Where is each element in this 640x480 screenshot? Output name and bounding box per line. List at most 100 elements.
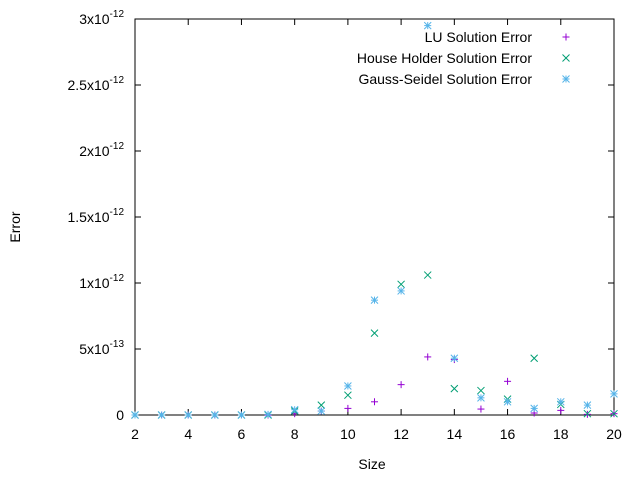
y-tick-base: 5x10 [79,341,110,357]
data-point-star [477,393,485,402]
data-point-plus [397,381,405,389]
data-point-plus [504,377,512,385]
marker-stroke [397,280,405,289]
marker-stroke [583,409,592,418]
data-point-cross [477,386,485,395]
data-point-cross [610,409,618,418]
y-tick-exponent: -12 [110,9,125,20]
legend-marker-star [562,75,570,83]
data-point-plus [344,404,352,412]
data-point-cross [583,409,592,418]
data-point-cross [317,401,326,409]
y-tick-base: 1x10 [79,275,110,291]
x-tick-labels: 2 4 6 8 10 12 14 16 18 20 [131,426,622,442]
marker-stroke [562,75,570,83]
data-point-plus [424,353,432,361]
x-tick-label: 6 [238,426,246,442]
legend-label: LU Solution Error [425,29,533,45]
data-point-star [264,410,272,419]
data-point-star [157,411,166,419]
data-point-star [423,21,432,30]
marker-stroke [237,411,246,419]
data-point-cross [397,280,405,289]
y-tick-base: 1.5x10 [68,209,110,225]
data-point-cross [450,384,459,393]
marker-stroke [450,384,459,393]
marker-stroke [477,393,485,402]
data-point-plus [371,398,378,406]
x-tick-label: 20 [606,426,622,442]
legend: LU Solution Error House Holder Solution E… [357,29,570,87]
x-tick-label: 18 [553,426,569,442]
marker-stroke [317,401,326,409]
y-tick-exponent: -12 [110,273,125,284]
marker-stroke [450,354,459,363]
legend-marker-plus [562,33,570,41]
x-tick-label: 16 [500,426,516,442]
x-axis-label: Size [358,456,385,472]
y-tick-base: 3x10 [79,11,110,27]
y-tick-label: 2x10-12 [79,141,124,159]
data-point-star [131,411,139,419]
y-tick-exponent: -12 [110,207,125,218]
data-point-cross [530,354,539,363]
legend-label: House Holder Solution Error [357,50,532,66]
marker-stroke [610,390,618,398]
marker-stroke [562,54,570,62]
data-point-star [344,382,352,390]
legend-label: Gauss-Seidel Solution Error [358,71,532,87]
marker-stroke [370,329,379,338]
data-point-plus [557,406,565,414]
marker-stroke [530,354,539,363]
data-point-star [397,287,405,295]
y-tick-label: 2.5x10-12 [68,75,125,93]
x-tick-label: 4 [184,426,192,442]
marker-stroke [131,411,139,419]
y-tick-base: 0 [116,407,124,423]
marker-stroke [370,296,379,305]
marker-stroke [423,271,432,279]
data-point-star [370,296,379,305]
data-point-star [290,405,299,414]
y-tick-label: 1x10-12 [79,273,124,291]
marker-stroke [344,382,352,390]
y-tick-base: 2x10 [79,143,110,159]
marker-stroke [397,287,405,295]
data-point-cross [370,329,379,338]
x-tick-label: 14 [447,426,463,442]
legend-marker-cross [562,54,570,62]
data-point-star [237,411,246,419]
y-tick-label: 3x10-12 [79,9,124,27]
data-point-star [530,404,539,413]
marker-stroke [157,411,166,419]
data-markers [131,21,618,419]
marker-stroke [556,397,565,406]
y-tick-exponent: -13 [110,339,125,350]
y-tick-label: 5x10-13 [79,339,124,357]
marker-stroke [290,405,299,414]
marker-stroke [344,391,352,400]
data-point-star [184,411,193,419]
data-point-cross [344,391,352,400]
x-tick-label: 2 [131,426,139,442]
marker-stroke [264,410,272,419]
x-tick-label: 12 [393,426,409,442]
marker-stroke [317,407,326,415]
data-point-star [317,407,326,415]
data-point-plus [477,405,485,413]
y-tick-exponent: -12 [110,75,125,86]
y-axis-label: Error [7,211,23,242]
marker-stroke [530,404,539,413]
data-point-star [503,397,512,406]
marker-stroke [610,409,618,418]
axis-ticks [134,18,615,416]
y-tick-label: 1.5x10-12 [68,207,125,225]
marker-stroke [423,21,432,30]
x-tick-label: 8 [291,426,299,442]
marker-stroke [583,401,592,409]
marker-stroke [503,397,512,406]
marker-stroke [477,386,485,395]
y-tick-labels: 05x10-131x10-121.5x10-122x10-122.5x10-12… [68,9,125,423]
y-tick-base: 2.5x10 [68,77,110,93]
